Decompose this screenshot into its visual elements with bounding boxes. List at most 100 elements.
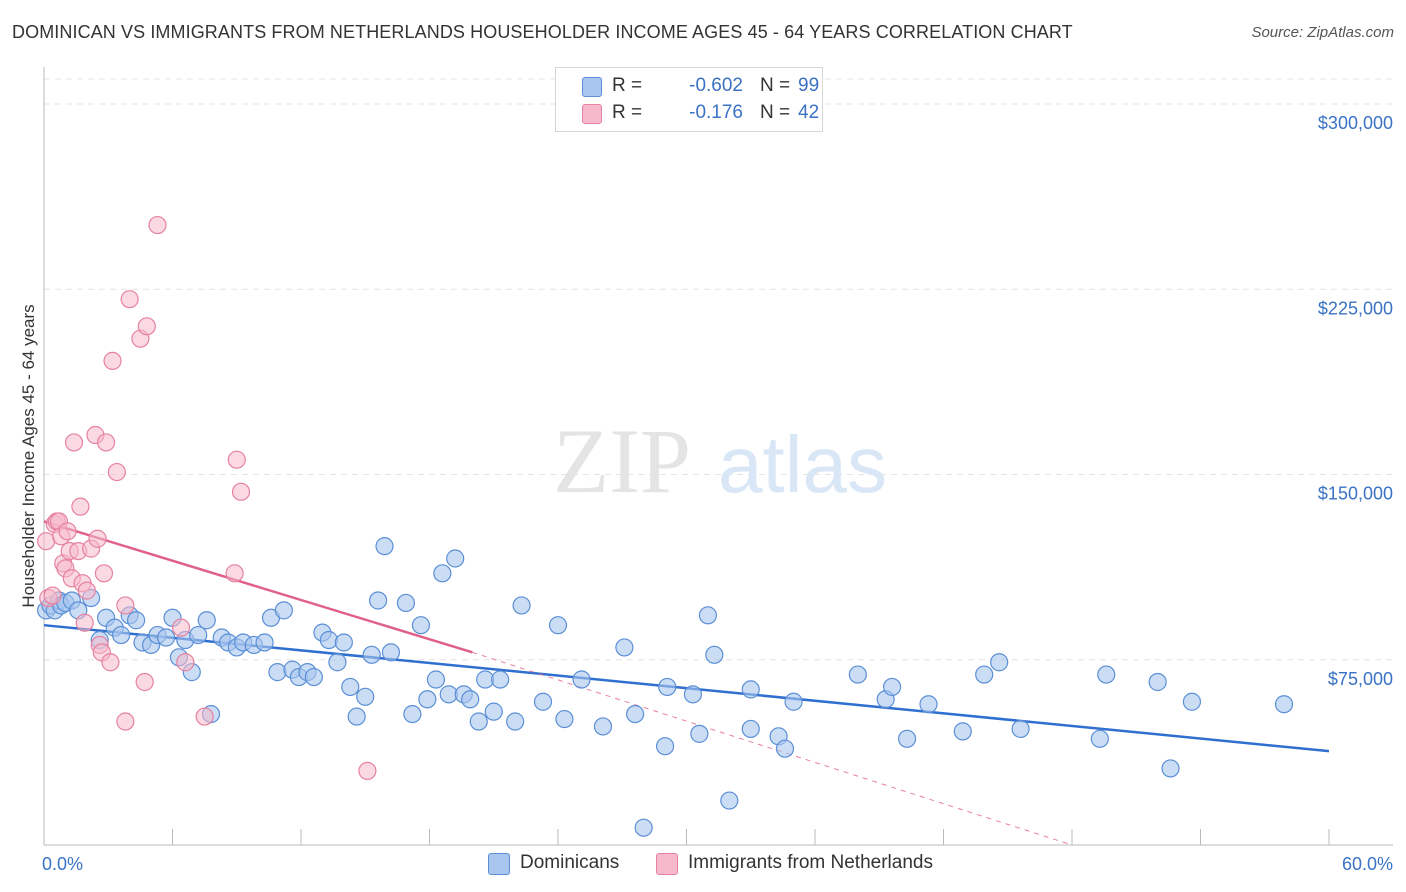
netherlands-point: [75, 613, 94, 632]
chart-title: DOMINICAN VS IMMIGRANTS FROM NETHERLANDS…: [12, 22, 1073, 42]
netherlands-point: [43, 586, 62, 605]
dominicans-point: [469, 712, 488, 731]
legend-label-netherlands: Immigrants from Netherlands: [688, 852, 933, 873]
dominicans-point: [897, 729, 917, 748]
dominicans-point: [615, 638, 634, 657]
axis-layer: $75,000 $150,000 $225,000 $300,000 0.0% 60.0%: [42, 67, 1393, 874]
grid-layer: [44, 78, 1393, 661]
dominicans-point: [506, 712, 525, 731]
netherlands-point: [148, 215, 167, 235]
dominicans-point: [741, 680, 760, 699]
netherlands-point: [101, 653, 120, 672]
dominicans-point: [446, 549, 465, 568]
netherlands-point: [135, 672, 154, 692]
dominicans-point: [784, 692, 803, 711]
dominicans-point: [593, 717, 613, 736]
x-tick-label: 60.0%: [1342, 854, 1393, 874]
dominicans-point: [319, 630, 338, 650]
watermark-atlas: atlas: [718, 420, 887, 509]
dominicans-point: [634, 818, 653, 837]
source-label: Source: ZipAtlas.com: [1251, 24, 1394, 41]
dominicans-point: [369, 591, 388, 610]
dominicans-point: [919, 695, 938, 714]
dominicans-point: [433, 564, 452, 583]
dominicans-point: [403, 704, 422, 724]
dominicans-point: [1097, 665, 1116, 684]
y-tick-label: $75,000: [1328, 669, 1393, 689]
dominicans-point: [334, 633, 353, 652]
dominicans-point: [720, 791, 739, 810]
netherlands-point: [225, 564, 244, 583]
dominicans-point: [484, 702, 503, 721]
dominicans-point: [775, 739, 795, 758]
dominicans-point: [111, 625, 131, 645]
legend-n-label: N =: [760, 75, 791, 96]
dominicans-point: [418, 690, 437, 709]
y-tick-label: $150,000: [1318, 484, 1393, 504]
dominicans-point: [362, 645, 381, 664]
legend-r-value: -0.602: [689, 75, 743, 96]
netherlands-point: [137, 317, 156, 336]
dominicans-point: [512, 596, 531, 615]
dominicans-point: [1274, 695, 1294, 714]
netherlands-point: [94, 564, 114, 583]
netherlands-point: [171, 618, 191, 637]
dominicans-point: [705, 645, 724, 664]
dominicans-point: [690, 724, 709, 743]
dominicans-point: [491, 670, 510, 689]
dominicans-point: [1182, 692, 1202, 711]
legend-label-dominicans: Dominicans: [520, 852, 620, 873]
dominicans-point: [197, 611, 216, 630]
dominicans-point: [990, 653, 1009, 672]
netherlands-point: [71, 497, 90, 516]
dominicans-point: [533, 692, 553, 711]
dominicans-point: [683, 685, 703, 704]
y-tick-label: $225,000: [1318, 298, 1393, 318]
dominicans-point: [698, 606, 718, 625]
netherlands-point: [77, 581, 96, 600]
legend-swatch-blue: [582, 77, 602, 97]
legend-swatch-blue: [488, 853, 510, 875]
legend-n-label: N =: [760, 102, 791, 123]
netherlands-point: [231, 482, 251, 501]
netherlands-trend-extension: [472, 651, 1073, 846]
legend-swatch-pink: [656, 853, 678, 875]
dominicans-point: [741, 719, 760, 739]
dominicans-point: [381, 643, 401, 662]
dominicans-point: [953, 722, 972, 741]
netherlands-point: [88, 529, 107, 548]
dominicans-point: [1090, 729, 1109, 748]
dominicans-point: [126, 611, 146, 630]
legend-n-value: 99: [798, 75, 820, 96]
netherlands-point: [195, 707, 214, 726]
dominicans-point: [1148, 672, 1167, 692]
dominicans-point: [255, 633, 274, 652]
stats-legend: R = -0.602 N = 99 R = -0.176 N = 42: [555, 67, 823, 132]
watermark-zip: ZIP: [553, 410, 691, 512]
points-layer: [37, 215, 1294, 837]
dominicans-point: [975, 665, 994, 684]
legend-r-value: -0.176: [689, 102, 743, 123]
y-axis-title: Householder Income Ages 45 - 64 years: [19, 304, 38, 607]
legend-r-label: R =: [612, 102, 643, 123]
netherlands-point: [176, 653, 195, 672]
netherlands-point: [58, 522, 77, 541]
x-tick-label: 0.0%: [42, 854, 83, 874]
dominicans-point: [268, 663, 287, 682]
dominicans-point: [341, 677, 360, 697]
dominicans-point: [1011, 719, 1030, 739]
dominicans-point: [572, 670, 591, 689]
dominicans-point: [655, 737, 675, 756]
dominicans-point: [548, 616, 568, 635]
dominicans-point: [156, 628, 176, 647]
netherlands-point: [227, 450, 246, 469]
netherlands-point: [97, 433, 116, 452]
dominicans-point: [274, 601, 293, 620]
y-tick-label: $300,000: [1318, 113, 1393, 133]
netherlands-trend-line: [43, 520, 473, 654]
legend-swatch-pink: [582, 104, 602, 124]
dominicans-point: [304, 667, 323, 687]
dominicans-point: [356, 687, 375, 706]
netherlands-point: [107, 462, 126, 482]
